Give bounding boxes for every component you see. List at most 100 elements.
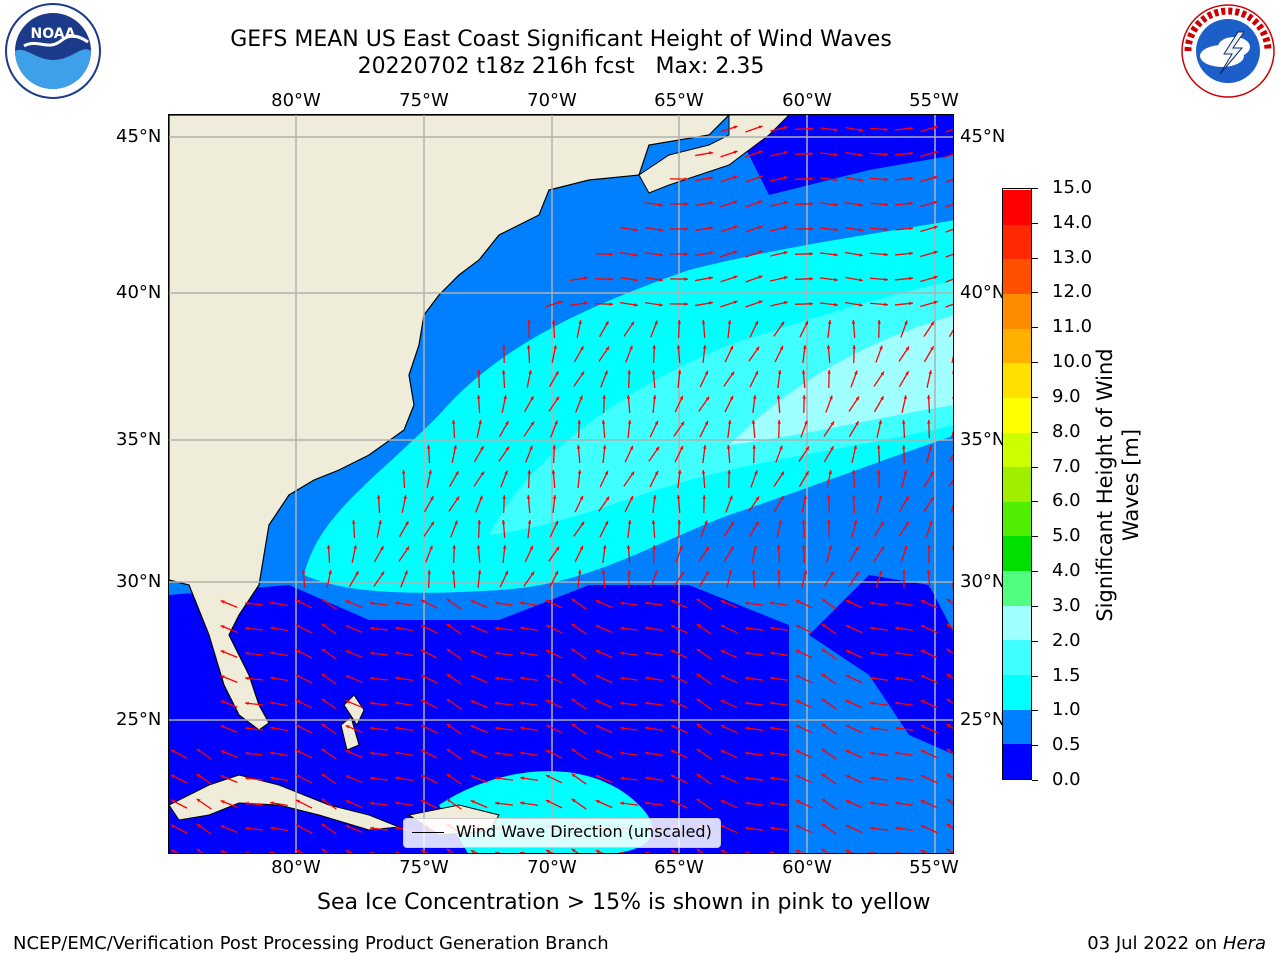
wave-direction-arrowhead [830,571,834,576]
wave-direction-arrowhead [470,800,475,804]
wave-direction-arrowhead [733,300,738,305]
wave-direction-arrowhead [905,521,909,526]
wave-direction-arrowhead [855,421,859,426]
wave-direction-arrowhead [446,648,451,653]
wave-direction-arrowhead [834,252,838,257]
wave-direction-arrowhead [170,824,175,829]
wave-direction-arrowhead [345,625,350,629]
wave-direction-arrowhead [758,200,763,204]
wave-direction-arrowhead [909,226,913,231]
wave-direction-arrowhead [803,495,807,500]
wave-direction-arrowhead [395,651,399,655]
wave-direction-arrowhead [470,625,475,629]
wave-direction-arrowhead [370,651,374,656]
wave-direction-arrowhead [903,470,908,475]
wave-direction-arrowhead [220,850,225,853]
wave-direction-arrowhead [634,278,638,282]
wave-direction-arrowhead [804,420,808,425]
wave-direction-arrowhead [909,126,913,131]
wave-direction-arrowhead [545,724,550,729]
wave-direction-arrowhead [220,725,225,729]
wave-direction-arrowhead [505,446,510,451]
wave-direction-arrowhead [601,420,606,424]
wave-direction-arrowhead [783,226,788,230]
wave-direction-arrowhead [495,851,499,853]
wave-direction-arrowhead [520,751,524,755]
wave-direction-arrowhead [446,698,451,703]
wave-direction-arrowhead [870,801,874,806]
wave-direction-arrowhead [321,798,326,803]
wave-direction-arrowhead [884,302,888,307]
cuba [169,774,400,831]
wave-direction-arrowhead [470,675,475,679]
wave-direction-arrowhead [783,151,788,155]
wave-direction-arrowhead [895,701,899,706]
wave-direction-arrowhead [530,396,534,401]
wave-direction-arrowhead [745,826,749,831]
wave-direction-arrowhead [930,346,934,351]
wave-direction-arrow [948,329,953,338]
wave-direction-arrowhead [245,601,249,606]
wave-direction-arrowhead [584,276,588,280]
noaa-logo: NOAA [2,2,104,100]
wave-direction-arrowhead [430,496,434,501]
wave-direction-arrowhead [758,300,763,304]
wave-direction-arrowhead [859,128,863,132]
wave-direction-arrowhead [828,470,832,475]
wave-direction-arrowhead [595,650,600,654]
wave-direction-arrowhead [595,725,600,729]
wave-direction-arrowhead [395,751,399,755]
wave-direction-arrowhead [677,470,682,474]
wave-direction-arrowhead [245,826,249,831]
wave-direction-arrow [945,278,953,283]
wave-direction-arrowhead [495,776,499,781]
wave-direction-arrowhead [776,570,781,574]
wave-direction-arrowhead [783,251,788,255]
wave-direction-arrowhead [404,570,408,575]
wave-direction-arrowhead [645,601,649,606]
colorbar-tick-mark [1032,675,1038,677]
lat-label-left: 40°N [116,282,162,303]
colorbar-tick-label: 13.0 [1052,246,1093,268]
wave-direction-arrowhead [526,495,531,499]
colorbar-bin [1003,362,1031,398]
wave-direction-arrowhead [920,750,925,754]
wave-direction-arrowhead [933,125,938,130]
wave-direction-arrowhead [870,826,874,831]
colorbar-tick-mark [1032,780,1038,781]
wave-direction-arrow [945,228,953,233]
wave-direction-arrowhead [495,626,499,631]
wave-direction-arrowhead [834,152,838,157]
wave-direction-arrowhead [755,346,760,351]
wave-direction-arrowhead [905,496,909,501]
wave-direction-arrow [952,545,953,550]
wave-direction-arrowhead [270,676,274,680]
wave-direction-arrowhead [859,303,863,307]
wave-direction-arrowhead [576,445,581,449]
wave-direction-arrowhead [579,395,583,400]
wave-direction-arrowhead [645,626,649,631]
lat-label-right: 25°N [960,709,1006,730]
wave-direction-arrow [950,504,953,513]
wave-direction-arrowhead [845,800,850,804]
wave-direction-arrowhead [321,748,326,753]
wave-direction-arrowhead [905,371,909,376]
wave-direction-arrowhead [880,396,884,401]
wave-direction-arrowhead [527,470,532,474]
wave-direction-arrowhead [601,570,606,574]
wave-direction-arrowhead [720,625,725,629]
wave-direction-arrowhead [751,420,756,424]
wave-direction-arrowhead [477,520,482,524]
wave-direction-arrowhead [270,801,274,805]
wave-direction-arrowhead [295,849,300,853]
wave-direction-arrowhead [630,321,635,326]
wave-direction-arrowhead [395,601,399,605]
wave-direction-arrowhead [696,723,701,728]
wave-direction-arrowhead [745,776,749,781]
wave-direction-arrowhead [634,228,638,232]
wave-direction-arrowhead [870,726,874,731]
wave-direction-arrowhead [295,774,300,779]
wave-direction-arrowhead [946,623,951,628]
wave-direction-arrowhead [870,651,874,656]
wave-direction-arrow [620,852,627,853]
